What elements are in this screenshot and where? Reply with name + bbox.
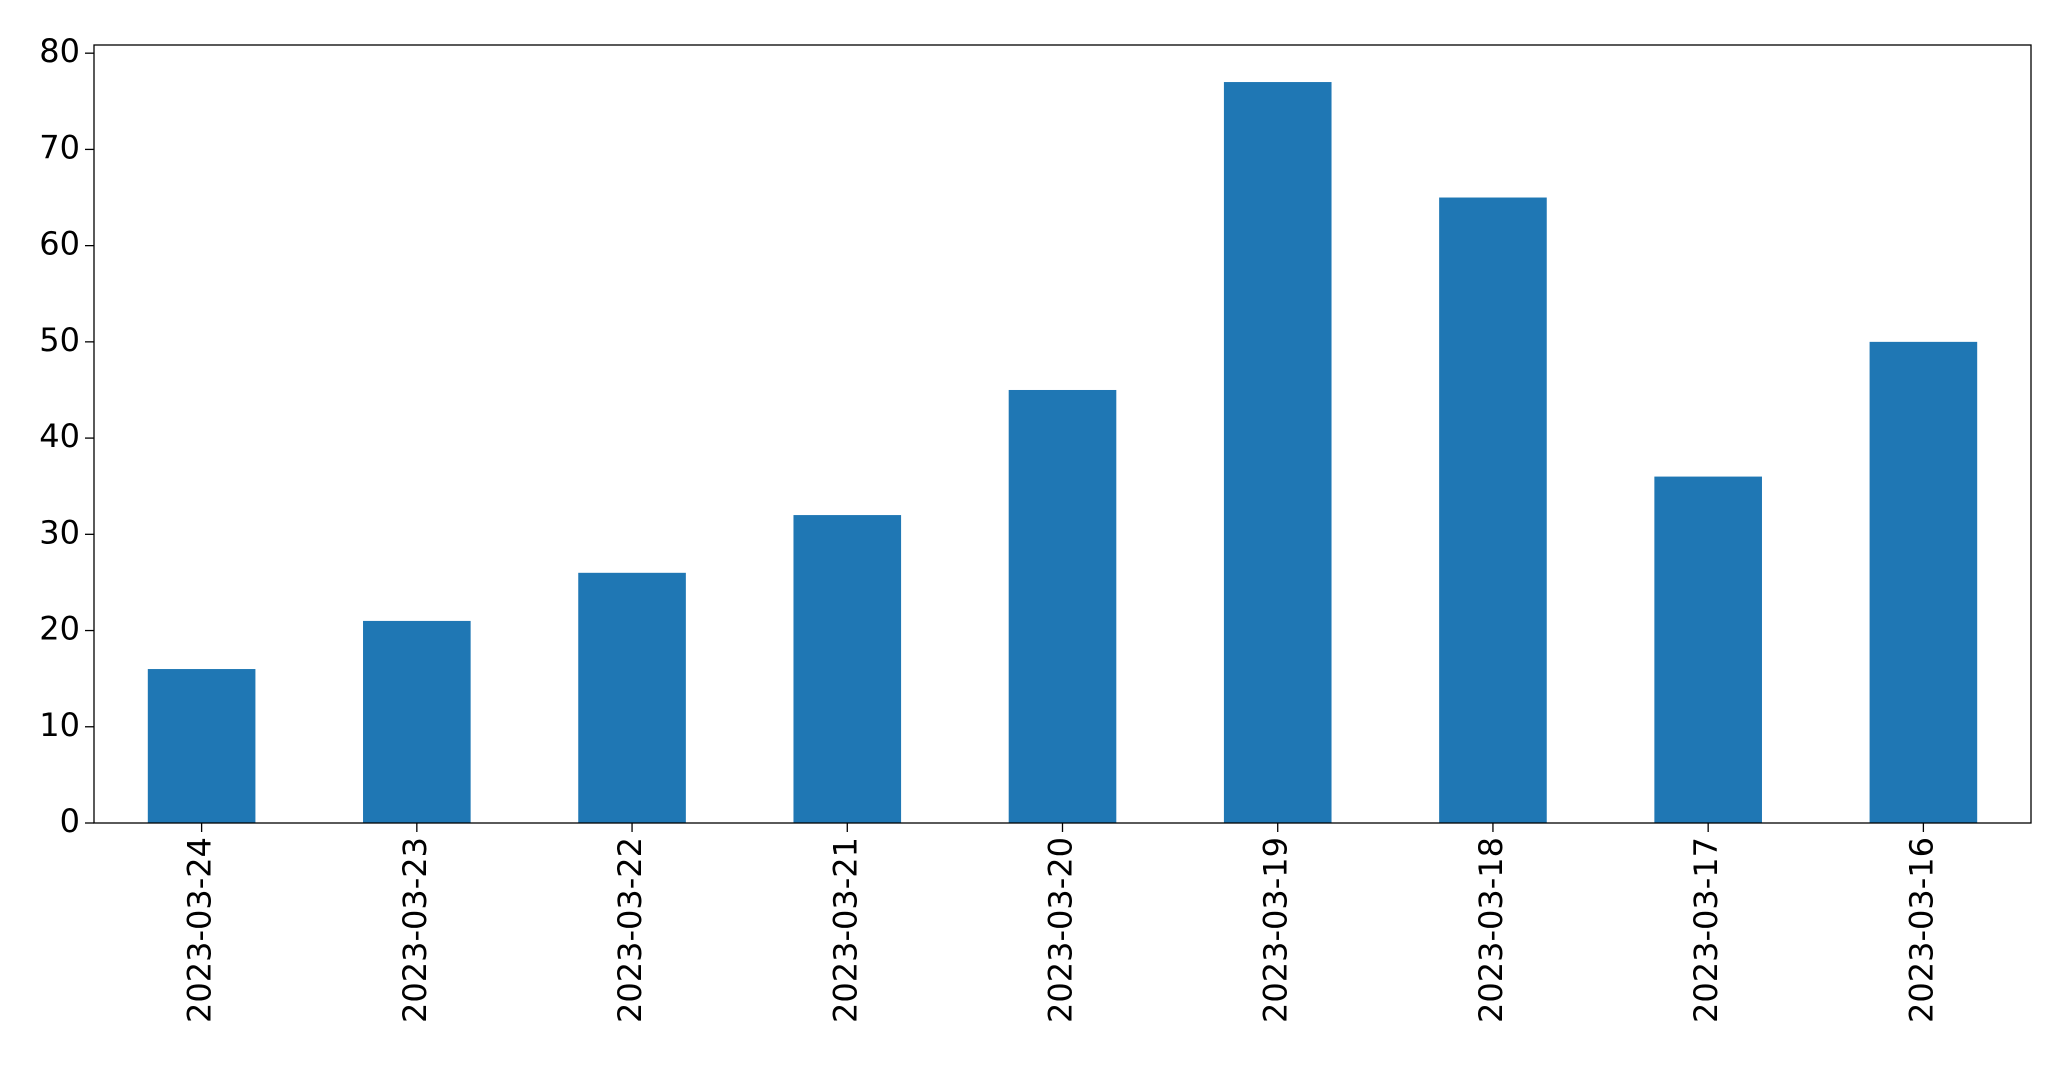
bar: [1654, 476, 1762, 823]
bar: [1439, 197, 1547, 823]
x-tick-label: 2023-03-16: [1902, 837, 1940, 1023]
bar: [1008, 389, 1117, 823]
y-tick-label: 30: [39, 513, 80, 551]
bar: [147, 669, 256, 823]
y-tick-label: 0: [60, 802, 80, 840]
y-tick-label: 80: [39, 32, 80, 70]
bar: [793, 515, 902, 823]
x-tick-label: 2023-03-24: [181, 837, 219, 1023]
x-tick-label: 2023-03-21: [826, 837, 864, 1023]
x-tick-label: 2023-03-19: [1257, 837, 1295, 1023]
bar: [1223, 82, 1332, 824]
y-tick-label: 60: [39, 225, 80, 263]
y-tick-label: 40: [39, 417, 80, 455]
y-tick-label: 20: [39, 610, 80, 648]
x-tick-label: 2023-03-17: [1687, 837, 1725, 1023]
y-tick-label: 10: [39, 706, 80, 744]
x-tick-label: 2023-03-20: [1042, 837, 1080, 1023]
plot-frame: [93, 44, 2032, 824]
x-tick-label: 2023-03-22: [611, 837, 649, 1023]
bar: [363, 620, 471, 823]
x-tick-label: 2023-03-23: [396, 837, 434, 1023]
bar: [578, 572, 686, 823]
y-tick-label: 70: [39, 128, 80, 166]
x-tick-label: 2023-03-18: [1472, 837, 1510, 1023]
bar: [1869, 341, 1978, 823]
y-tick-label: 50: [39, 321, 80, 359]
